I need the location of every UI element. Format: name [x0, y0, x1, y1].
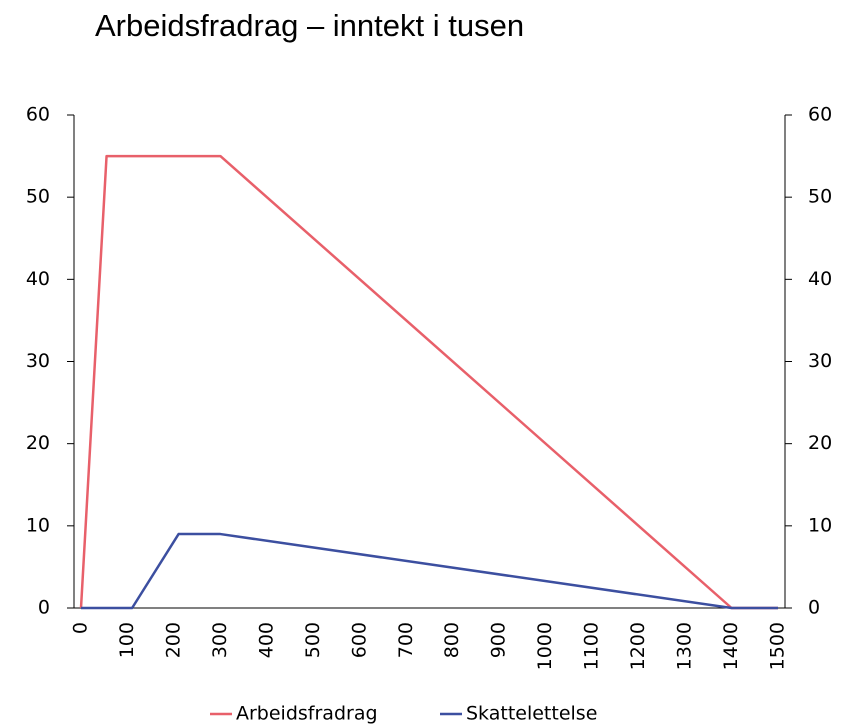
- y2-tick-label: 60: [808, 104, 832, 126]
- y2-tick-label: 20: [808, 432, 832, 454]
- x-tick-label: 1300: [674, 622, 696, 670]
- line-series: [79, 154, 778, 610]
- x-tick-label: 400: [255, 622, 277, 658]
- x-tick-label: 300: [209, 622, 231, 658]
- y2-tick-label: 40: [808, 268, 832, 290]
- y-tick-label: 0: [38, 597, 50, 619]
- x-tick-label: 100: [116, 622, 138, 658]
- x-tick-label: 200: [162, 622, 184, 658]
- x-tick-label: 1100: [581, 622, 603, 670]
- y2-tick-label: 0: [808, 597, 820, 619]
- chart-title: Arbeidsfradrag – inntekt i tusen: [95, 8, 524, 43]
- x-tick-label: 0: [70, 622, 92, 634]
- x-tick-label: 1200: [627, 622, 649, 670]
- x-tick-label: 1000: [534, 622, 556, 670]
- y-tick-label: 20: [26, 432, 50, 454]
- x-tick-label: 500: [302, 622, 324, 658]
- y2-tick-label: 30: [808, 350, 832, 372]
- x-tick-label: 800: [441, 622, 463, 658]
- x-tick-label: 700: [395, 622, 417, 658]
- legend-label: Skattelettelse: [466, 703, 597, 725]
- y-tick-label: 40: [26, 268, 50, 290]
- y2-tick-label: 10: [808, 514, 832, 536]
- x-tick-label: 1500: [767, 622, 789, 670]
- y-tick-label: 50: [26, 186, 50, 208]
- y-tick-label: 60: [26, 104, 50, 126]
- x-tick-label: 1400: [720, 622, 742, 670]
- x-tick-label: 900: [488, 622, 510, 658]
- x-tick-label: 600: [348, 622, 370, 658]
- y-tick-label: 30: [26, 350, 50, 372]
- legend-label: Arbeidsfradrag: [236, 703, 378, 725]
- y-tick-label: 10: [26, 514, 50, 536]
- y2-tick-label: 50: [808, 186, 832, 208]
- line-series: [81, 532, 778, 610]
